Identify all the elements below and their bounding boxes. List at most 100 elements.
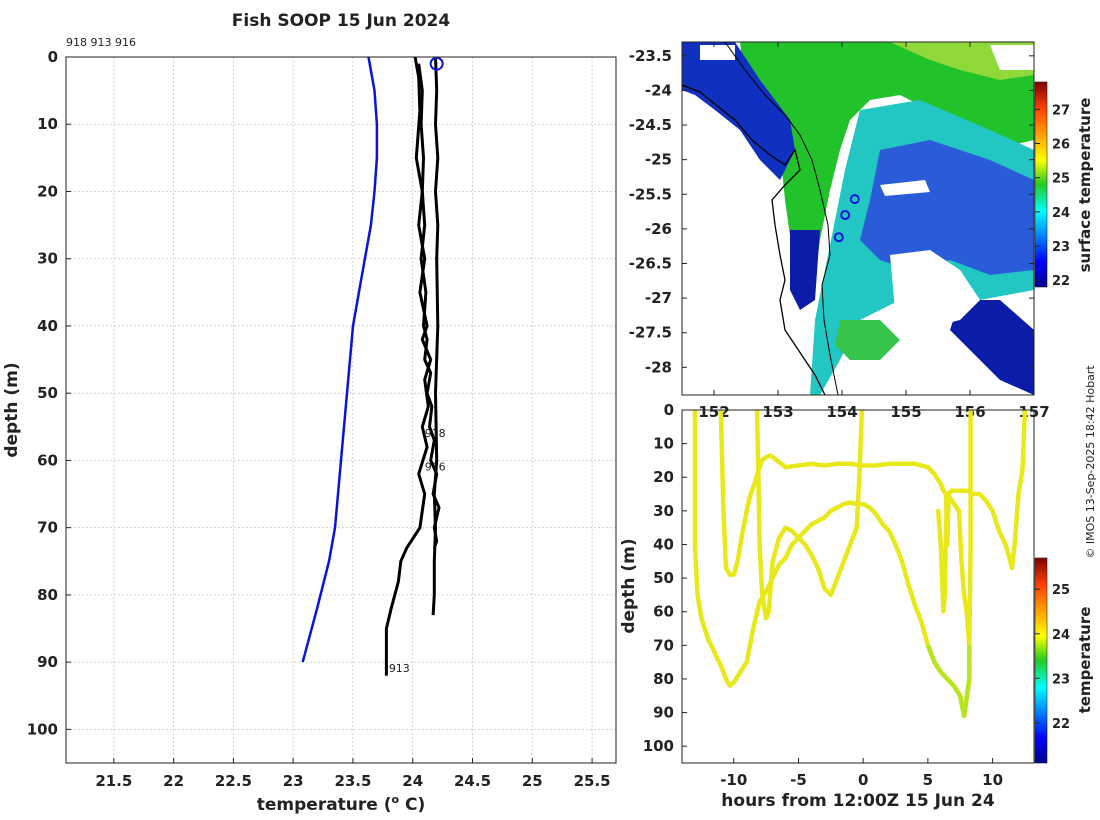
map-sst-deepblue [682,42,795,180]
map-body [682,42,1034,395]
profile-x-tick-label: 22 [163,772,184,790]
section-colorbar-tick-label: 24 [1052,628,1070,643]
section-y-tick-label: 30 [653,502,674,520]
profile-x-tick-label: 25.5 [574,772,611,790]
profile-y-ticks: 0 10 20 30 40 50 60 70 80 90 100 [27,48,71,738]
section-x-label: hours from 12:00Z 15 Jun 24 [721,791,995,811]
sst-colorbar-tick-label: 23 [1052,240,1070,255]
section-y-tick-label: 20 [653,468,674,486]
section-series [692,410,1028,719]
map-lat-tick-label: -27 [645,289,672,307]
profile-y-label: depth (m) [2,362,22,457]
profile-y-tick-label: 10 [37,115,58,133]
profile-cast-label: 913 [389,662,410,675]
map-markers [833,194,860,243]
map-lat-tick-label: -25.5 [629,185,672,203]
profile-x-label-text: temperature ( [257,795,392,815]
chart-title: Fish SOOP 15 Jun 2024 [232,11,451,31]
section-x-tick-label: -10 [720,771,747,789]
profile-y-tick-label: 70 [37,519,58,537]
map-lat-tick-label: -28 [645,358,672,376]
map-lat-tick-label: -25 [645,151,672,169]
map-lat-tick-label: -24.5 [629,116,672,134]
profile-y-tick-label: 60 [37,451,58,469]
section-y-ticks: 0 10 20 30 40 50 60 70 80 90 100 [643,401,687,755]
profile-y-tick-label: 50 [37,384,58,402]
profile-x-ticks: 21.5 22 22.5 23 23.5 24 24.5 25 25.5 [95,758,611,790]
section-colorbar-tick-label: 22 [1052,717,1070,732]
section-y-tick-label: 80 [653,670,674,688]
profile-axes-frame [65,56,617,764]
sst-map: -23.5 -24 -24.5 -25 -25.5 -26 -26.5 -27 -27.5 -28… [629,41,1094,421]
profile-y-tick-label: 20 [37,182,58,200]
profile-y-tick-label: 0 [48,48,58,66]
section-y-tick-label: 70 [653,636,674,654]
map-cast-marker [840,210,851,221]
section-colorbar [1034,557,1048,764]
profile-surface-marker [429,57,444,71]
section-y-tick-label: 50 [653,569,674,587]
section-x-ticks: -10 -5 0 5 10 [720,758,1003,789]
map-lat-tick-label: -27.5 [629,324,672,342]
map-lon-tick-label: 153 [762,403,793,421]
map-lon-tick-label: 154 [826,403,857,421]
profile-grid [66,56,616,763]
profile-line-913 [384,57,433,676]
section-x-tick-label: 5 [923,771,933,789]
map-lat-tick-label: -23.5 [629,47,672,65]
sst-colorbar-tick-label: 26 [1052,138,1070,153]
sst-colorbar [1034,81,1048,288]
map-lat-tick-label: -26.5 [629,254,672,272]
section-track-dive-d [935,491,972,648]
map-cast-marker [833,232,844,243]
profile-x-label-unit: o [392,793,400,806]
profile-y-tick-label: 90 [37,653,58,671]
sst-colorbar-tick-label: 25 [1052,172,1070,187]
section-axes-frame [681,409,1035,764]
section-y-tick-label: 0 [664,401,674,419]
section-y-tick-label: 90 [653,704,674,722]
sst-colorbar-tick-label: 27 [1052,103,1070,118]
profile-x-tick-label: 24.5 [454,772,491,790]
section-plot: -10 -5 0 5 10 0 10 20 30 40 50 60 70 80 90 100 hours f… [619,401,1094,811]
profile-cast-label: 918 [425,427,446,440]
map-sst-southeast-green [835,320,900,360]
profile-plot: 21.5 22 22.5 23 23.5 24 24.5 25 25.5 0 10 20 30 40 50… [2,36,617,815]
profile-labels: 918 916 913 [389,427,446,675]
section-colorbar-tick-label: 23 [1052,672,1070,687]
section-y-tick-label: 10 [653,435,674,453]
map-sst-southeast-blue [950,300,1034,395]
profile-cast-label: 916 [425,461,446,474]
map-axes-frame [681,41,1035,396]
profile-x-tick-label: 21.5 [95,772,132,790]
profile-x-tick-label: 22.5 [215,772,252,790]
section-x-tick-label: 10 [982,771,1003,789]
map-lat-tick-label: -26 [645,220,672,238]
profile-x-tick-label: 25 [522,772,543,790]
section-y-tick-label: 40 [653,535,674,553]
section-colorbar-ticks: 22 23 24 25 [1035,583,1070,732]
profile-x-tick-label: 24 [402,772,423,790]
section-colorbar-tick-label: 25 [1052,583,1070,598]
section-y-tick-label: 100 [643,737,674,755]
profile-line-climatology [301,57,379,663]
section-track-dive-b [718,410,1028,577]
profile-series [301,57,444,676]
sst-colorbar-tick-label: 24 [1052,206,1070,221]
section-x-tick-label: 0 [858,771,868,789]
profile-line-916 [431,57,440,616]
profile-x-label-tail: C) [399,795,425,815]
profile-top-label: 918 913 916 [66,36,136,49]
section-y-tick-label: 60 [653,603,674,621]
section-track-deep-segment [925,644,972,719]
map-coastline [682,84,826,395]
profile-y-tick-label: 80 [37,586,58,604]
section-y-label: depth (m) [619,538,639,633]
section-colorbar-label: temperature [1076,607,1094,714]
section-track-dive-c [754,410,865,621]
map-sst-coastal-blue [790,230,820,310]
imos-credit: © IMOS 13-Sep-2025 18:42 Hobart [1084,365,1097,559]
map-cloud-gaps [682,45,1034,395]
map-lat-tick-label: -24 [645,81,672,99]
